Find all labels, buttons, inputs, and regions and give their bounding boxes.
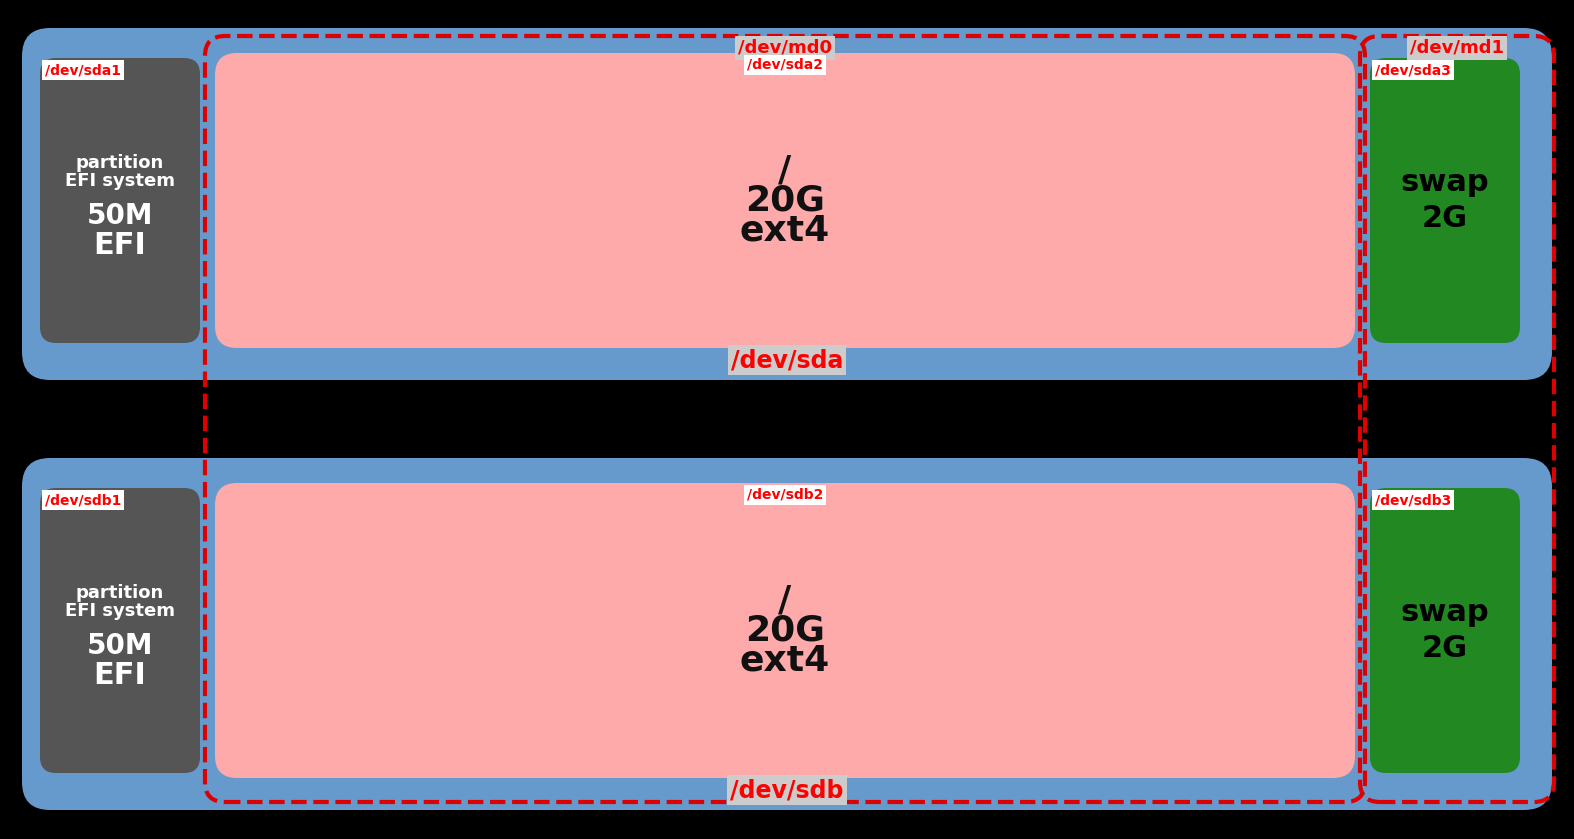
Text: /dev/sdb2: /dev/sdb2: [746, 488, 823, 502]
Text: /: /: [779, 154, 792, 187]
Text: /dev/sdb1: /dev/sdb1: [46, 493, 121, 507]
Text: /: /: [779, 583, 792, 618]
Text: partition: partition: [76, 583, 164, 602]
Text: /dev/md1: /dev/md1: [1410, 39, 1505, 57]
FancyBboxPatch shape: [39, 488, 200, 773]
Text: ext4: ext4: [740, 644, 829, 678]
Text: 50M: 50M: [87, 201, 153, 230]
Text: EFI: EFI: [93, 661, 146, 690]
Text: /dev/sda3: /dev/sda3: [1376, 63, 1451, 77]
FancyBboxPatch shape: [22, 458, 1552, 810]
FancyBboxPatch shape: [1369, 58, 1520, 343]
Text: /dev/sdb: /dev/sdb: [730, 778, 844, 802]
FancyBboxPatch shape: [22, 28, 1552, 380]
Text: ext4: ext4: [740, 213, 829, 248]
FancyBboxPatch shape: [39, 58, 200, 343]
FancyBboxPatch shape: [1369, 488, 1520, 773]
Text: swap: swap: [1401, 168, 1489, 197]
Text: /dev/sdb3: /dev/sdb3: [1376, 493, 1451, 507]
Text: 50M: 50M: [87, 632, 153, 659]
Text: 2G: 2G: [1421, 634, 1469, 663]
Text: EFI system: EFI system: [65, 602, 175, 619]
Text: /dev/md0: /dev/md0: [738, 39, 833, 57]
Text: 2G: 2G: [1421, 204, 1469, 233]
FancyBboxPatch shape: [216, 53, 1355, 348]
Text: /dev/sda1: /dev/sda1: [46, 63, 121, 77]
Text: partition: partition: [76, 154, 164, 171]
Text: /dev/sda: /dev/sda: [730, 348, 844, 372]
Text: swap: swap: [1401, 598, 1489, 627]
Text: 20G: 20G: [745, 184, 825, 217]
Text: EFI system: EFI system: [65, 171, 175, 190]
Text: /dev/sda2: /dev/sda2: [748, 58, 823, 72]
Text: 20G: 20G: [745, 613, 825, 648]
FancyBboxPatch shape: [216, 483, 1355, 778]
Text: EFI: EFI: [93, 231, 146, 260]
